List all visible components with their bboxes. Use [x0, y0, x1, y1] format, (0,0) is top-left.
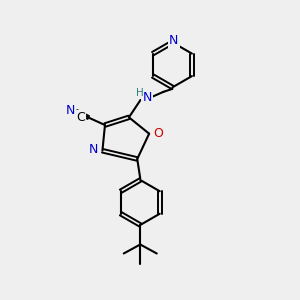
Text: N: N — [88, 143, 98, 156]
Text: H: H — [136, 88, 143, 98]
Text: N: N — [66, 104, 75, 117]
Text: N: N — [169, 34, 178, 47]
Text: N: N — [142, 91, 152, 104]
Text: C: C — [76, 111, 85, 124]
Text: O: O — [154, 127, 164, 140]
